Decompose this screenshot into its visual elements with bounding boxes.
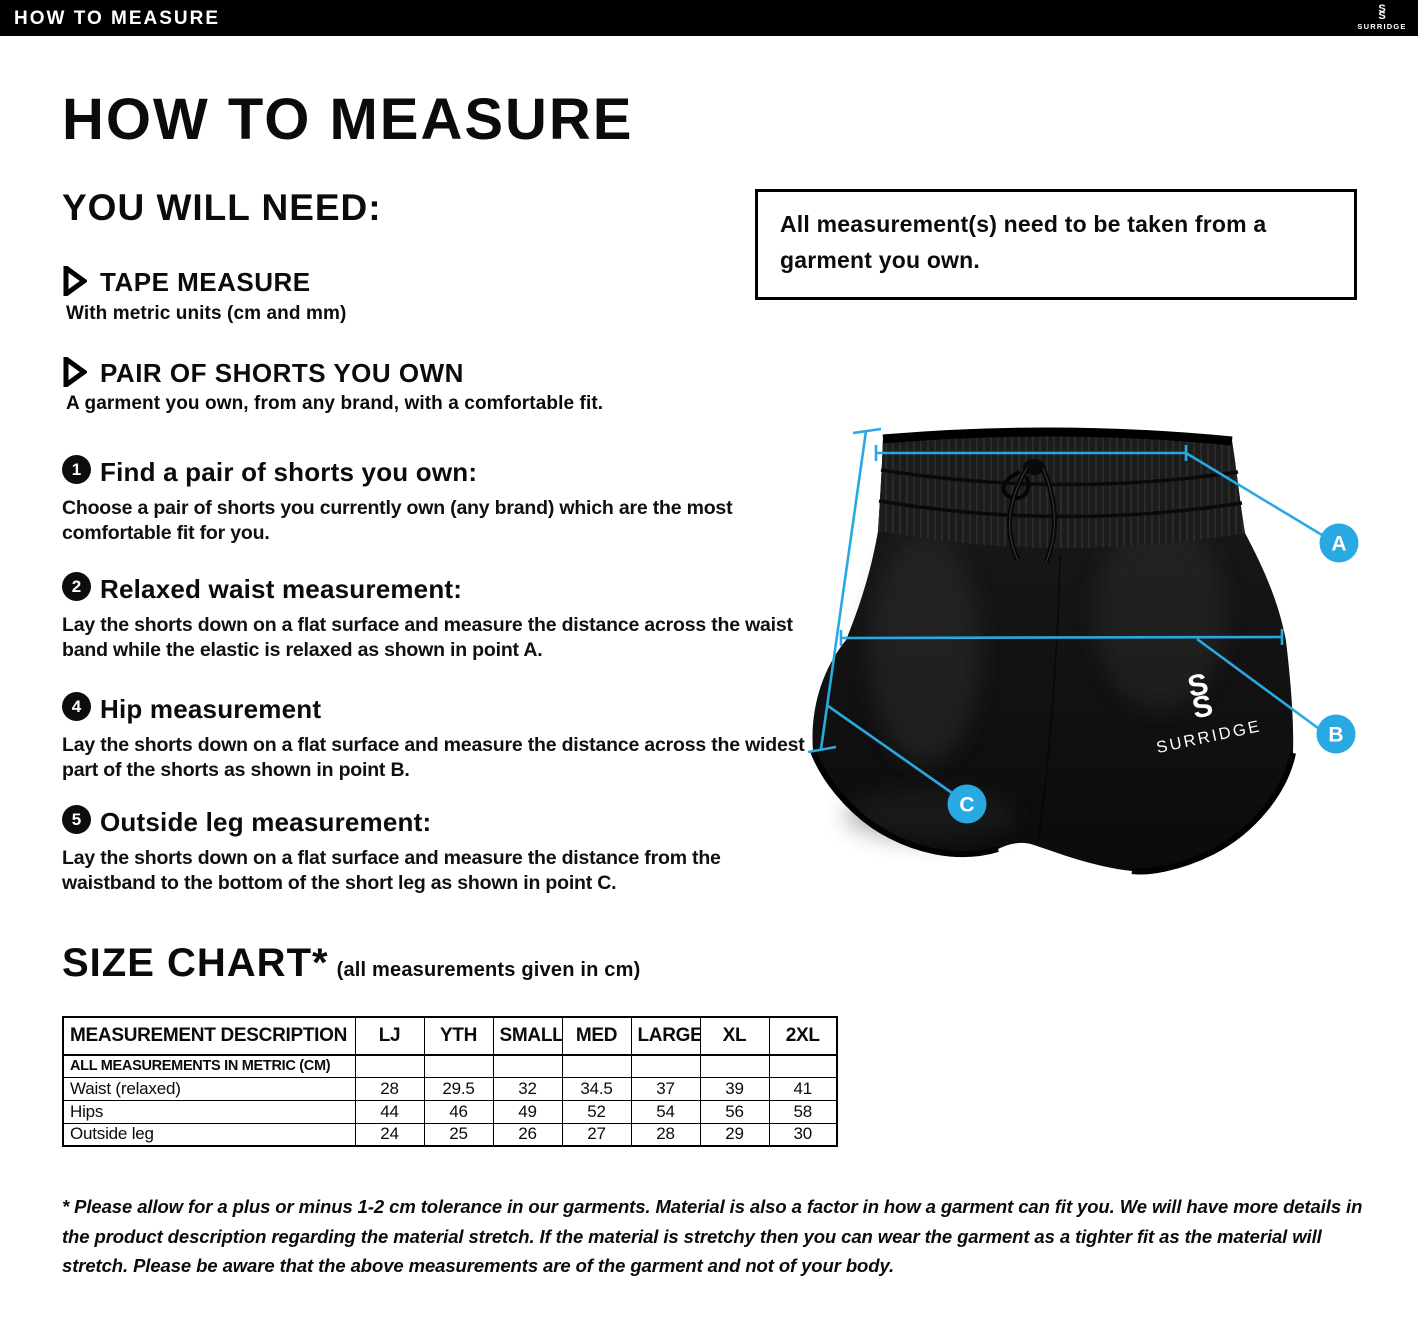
step-body: Choose a pair of shorts you currently ow… xyxy=(62,497,733,544)
need-item-tape-subtitle: With metric units (cm and mm) xyxy=(66,303,347,324)
table-header-row: MEASUREMENT DESCRIPTION LJ YTH SMALL MED… xyxy=(62,1016,838,1056)
cell: 30 xyxy=(768,1122,838,1147)
cell: 34.5 xyxy=(561,1076,632,1101)
table-row: Hips 44 46 49 52 54 56 58 xyxy=(62,1099,838,1124)
shorts-illustration: S S SURRIDGE xyxy=(810,427,1296,875)
need-item-shorts-subtitle: A garment you own, from any brand, with … xyxy=(66,393,604,414)
cell xyxy=(561,1054,632,1078)
table-row: Waist (relaxed) 28 29.5 32 34.5 37 39 41 xyxy=(62,1076,838,1101)
col-header: LARGE xyxy=(630,1016,701,1056)
step-body: Lay the shorts down on a flat surface an… xyxy=(62,847,721,894)
step-title: Hip measurement xyxy=(100,694,322,724)
cell: 24 xyxy=(354,1122,425,1147)
notice-box: All measurement(s) need to be taken from… xyxy=(755,189,1357,300)
page-title: HOW TO MEASURE xyxy=(62,87,634,152)
svg-text:C: C xyxy=(959,794,974,817)
you-will-need-heading: YOU WILL NEED: xyxy=(62,187,382,228)
cell: 28 xyxy=(630,1122,701,1147)
cell xyxy=(492,1054,563,1078)
surridge-logo-icon: S S SURRIDGE xyxy=(1356,2,1408,34)
table-row: ALL MEASUREMENTS IN METRIC (CM) xyxy=(62,1054,838,1078)
step-badge: 1 xyxy=(62,455,91,484)
surridge-mark-bottom: S xyxy=(1378,9,1386,22)
cell xyxy=(354,1054,425,1078)
point-b-marker: B xyxy=(1316,714,1356,754)
surridge-mark-top: S xyxy=(1378,2,1386,15)
cell: 27 xyxy=(561,1122,632,1147)
cell: 41 xyxy=(768,1076,838,1101)
step-title: Relaxed waist measurement: xyxy=(100,574,463,604)
drawstring xyxy=(1001,459,1057,563)
cell: 56 xyxy=(699,1099,770,1124)
step-body: Lay the shorts down on a flat surface an… xyxy=(62,734,805,781)
need-item-tape-title: TAPE MEASURE xyxy=(100,267,311,297)
size-chart-title: SIZE CHART* xyxy=(62,941,329,985)
step-badge: 4 xyxy=(62,692,91,721)
cell: 32 xyxy=(492,1076,563,1101)
cell xyxy=(699,1054,770,1078)
cell: 39 xyxy=(699,1076,770,1101)
triangle-bullet-icon xyxy=(63,263,89,301)
cell: 28 xyxy=(354,1076,425,1101)
step-badge: 5 xyxy=(62,805,91,834)
col-header: SMALL xyxy=(492,1016,563,1056)
col-header: MEASUREMENT DESCRIPTION xyxy=(62,1016,356,1056)
row-label: Hips xyxy=(62,1099,356,1124)
col-header: YTH xyxy=(423,1016,494,1056)
cell: 44 xyxy=(354,1099,425,1124)
size-chart-subtitle: (all measurements given in cm) xyxy=(336,959,641,981)
cell: 54 xyxy=(630,1099,701,1124)
row-label: ALL MEASUREMENTS IN METRIC (CM) xyxy=(62,1054,356,1078)
col-header: LJ xyxy=(354,1016,425,1056)
cell xyxy=(423,1054,494,1078)
cell: 25 xyxy=(423,1122,494,1147)
cell: 26 xyxy=(492,1122,563,1147)
footnote: * Please allow for a plus or minus 1-2 c… xyxy=(62,1196,1363,1276)
col-header: XL xyxy=(699,1016,770,1056)
size-chart-heading: SIZE CHART* (all measurements given in c… xyxy=(62,941,640,986)
table-row: Outside leg 24 25 26 27 28 29 30 xyxy=(62,1122,838,1147)
measurement-lines xyxy=(807,427,1328,797)
top-bar: HOW TO MEASURE S S SURRIDGE xyxy=(0,0,1418,36)
svg-text:B: B xyxy=(1328,724,1343,747)
row-label: Outside leg xyxy=(62,1122,356,1147)
cell: 49 xyxy=(492,1099,563,1124)
step-body: Lay the shorts down on a flat surface an… xyxy=(62,614,793,661)
surridge-wordmark: SURRIDGE xyxy=(1357,21,1407,31)
col-header: 2XL xyxy=(768,1016,838,1056)
cell: 52 xyxy=(561,1099,632,1124)
cell xyxy=(768,1054,838,1078)
shorts-measurement-diagram: S S SURRIDGE A xyxy=(807,427,1359,875)
svg-text:A: A xyxy=(1331,533,1346,556)
step-title: Find a pair of shorts you own: xyxy=(100,457,478,487)
triangle-bullet-icon xyxy=(63,354,89,392)
cell: 58 xyxy=(768,1099,838,1124)
row-label: Waist (relaxed) xyxy=(62,1076,356,1101)
cell: 46 xyxy=(423,1099,494,1124)
point-a-marker: A xyxy=(1319,523,1359,563)
col-header: MED xyxy=(561,1016,632,1056)
step-title: Outside leg measurement: xyxy=(100,807,432,837)
top-bar-title: HOW TO MEASURE xyxy=(14,8,221,29)
cell: 29.5 xyxy=(423,1076,494,1101)
point-c-marker: C xyxy=(947,784,987,824)
cell xyxy=(630,1054,701,1078)
step-badge: 2 xyxy=(62,572,91,601)
cell: 29 xyxy=(699,1122,770,1147)
size-chart-table: MEASUREMENT DESCRIPTION LJ YTH SMALL MED… xyxy=(62,1016,838,1147)
cell: 37 xyxy=(630,1076,701,1101)
need-item-shorts-title: PAIR OF SHORTS YOU OWN xyxy=(100,358,464,388)
